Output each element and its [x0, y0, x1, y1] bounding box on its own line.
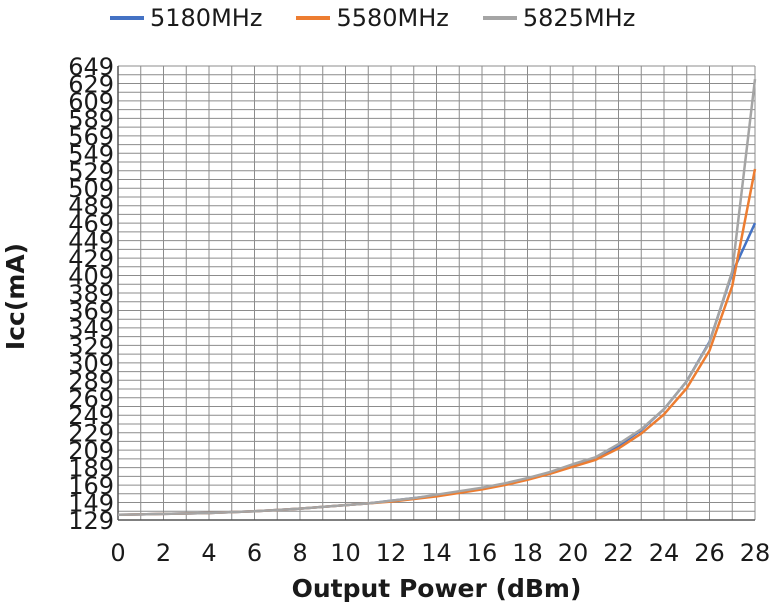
x-tick-label: 28	[740, 539, 771, 567]
legend-item-5180[interactable]: 5180MHz	[110, 4, 262, 32]
y-tick-label: 349	[68, 315, 114, 343]
y-tick-label: 609	[68, 88, 114, 116]
y-tick-label: 309	[68, 350, 114, 378]
y-tick-label: 369	[68, 297, 114, 325]
x-tick-label: 10	[330, 539, 361, 567]
y-tick-label: 169	[68, 472, 114, 500]
y-tick-label: 129	[68, 507, 114, 535]
x-tick-label: 16	[467, 539, 498, 567]
x-tick-label: 2	[156, 539, 171, 567]
legend-swatch-5580	[296, 16, 331, 20]
y-tick-label: 489	[68, 193, 114, 221]
legend-label-5825: 5825MHz	[522, 4, 636, 32]
y-tick-label: 189	[68, 455, 114, 483]
x-axis-label: Output Power (dBm)	[291, 574, 582, 603]
y-tick-label: 329	[68, 332, 114, 360]
y-tick-label: 149	[68, 490, 114, 518]
y-tick-label: 389	[68, 280, 114, 308]
x-tick-label: 14	[421, 539, 452, 567]
y-tick-label: 429	[68, 245, 114, 273]
legend-swatch-5180	[110, 16, 144, 20]
x-tick-label: 12	[376, 539, 407, 567]
y-tick-label: 449	[68, 228, 114, 256]
x-tick-label: 0	[110, 539, 125, 567]
y-tick-label: 289	[68, 367, 114, 395]
legend-label-5180: 5180MHz	[150, 4, 263, 32]
x-tick-label: 26	[694, 539, 725, 567]
y-tick-label: 409	[68, 263, 114, 291]
y-tick-label: 629	[68, 70, 114, 98]
x-tick-label: 18	[512, 539, 543, 567]
x-tick-label: 8	[292, 539, 307, 567]
y-tick-label: 589	[68, 105, 114, 133]
legend: 5180MHz 5580MHz 5825MHz	[110, 4, 635, 32]
legend-item-5580[interactable]: 5580MHz	[296, 4, 449, 32]
legend-item-5825[interactable]: 5825MHz	[482, 4, 636, 32]
x-tick-label: 20	[558, 539, 589, 567]
legend-swatch-5825	[482, 16, 517, 20]
y-tick-label: 529	[68, 158, 114, 186]
x-tick-label: 22	[603, 539, 634, 567]
y-tick-label: 269	[68, 385, 114, 413]
y-tick-label: 509	[68, 175, 114, 203]
legend-label-5580: 5580MHz	[336, 4, 449, 32]
x-tick-label: 24	[649, 539, 680, 567]
y-tick-label: 469	[68, 210, 114, 238]
y-tick-label: 649	[68, 53, 114, 81]
y-axis-label: Icc(mA)	[1, 242, 31, 351]
y-tick-label: 229	[68, 420, 114, 448]
x-tick-label: 6	[247, 539, 262, 567]
y-tick-label: 549	[68, 140, 114, 168]
y-tick-label: 569	[68, 123, 114, 151]
y-tick-label: 249	[68, 402, 114, 430]
series-line-5825MHz	[117, 78, 757, 517]
x-tick-label: 4	[201, 539, 216, 567]
y-tick-label: 209	[68, 437, 114, 465]
